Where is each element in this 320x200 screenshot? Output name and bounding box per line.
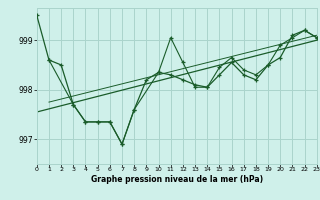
X-axis label: Graphe pression niveau de la mer (hPa): Graphe pression niveau de la mer (hPa) <box>91 175 263 184</box>
